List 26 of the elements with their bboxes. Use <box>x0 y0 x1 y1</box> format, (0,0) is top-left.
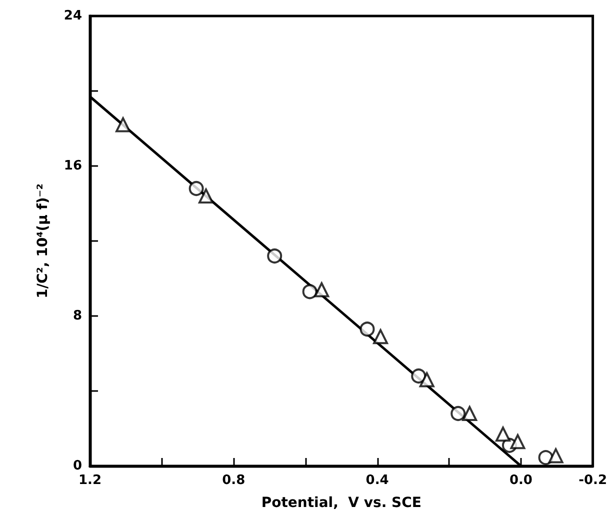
x-tick-label: 1.2 <box>78 473 102 488</box>
point <box>360 322 375 337</box>
point <box>548 448 564 464</box>
point <box>373 329 388 344</box>
point <box>314 282 330 298</box>
point <box>302 284 318 300</box>
point <box>496 426 511 442</box>
point <box>198 188 214 204</box>
y-tick-label: 0 <box>72 458 82 474</box>
y-axis-title: 1/C², 10⁴(μ f)⁻² <box>35 184 51 298</box>
y-tick-label: 8 <box>72 308 82 324</box>
point <box>116 117 131 132</box>
point <box>411 368 426 384</box>
x-axis-title: Potential, V vs. SCE <box>261 495 422 511</box>
x-tick-label: 0.4 <box>366 473 389 488</box>
y-tick-label: 24 <box>64 8 82 24</box>
x-tick-label: 0.0 <box>509 473 532 488</box>
point <box>450 406 466 421</box>
point <box>510 434 526 450</box>
y-tick-label: 16 <box>64 158 82 174</box>
point <box>419 372 434 388</box>
point <box>267 248 282 264</box>
point <box>462 406 478 421</box>
point <box>188 181 204 196</box>
x-tick-label: 0.8 <box>222 473 246 488</box>
x-tick-label: -0.2 <box>578 473 608 488</box>
